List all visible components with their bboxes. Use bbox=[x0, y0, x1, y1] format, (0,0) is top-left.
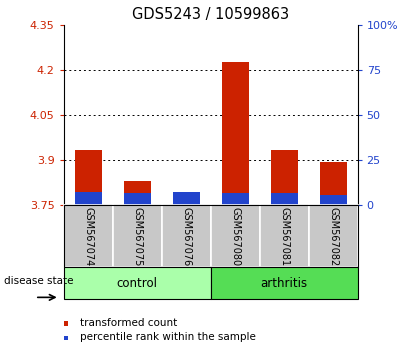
Bar bbox=[309, 205, 358, 267]
Text: transformed count: transformed count bbox=[80, 318, 178, 328]
Bar bbox=[320, 195, 346, 205]
Text: GSM567080: GSM567080 bbox=[230, 207, 240, 266]
Bar bbox=[270, 150, 298, 205]
Bar bbox=[270, 193, 298, 205]
Bar bbox=[75, 192, 102, 205]
Bar bbox=[211, 205, 260, 267]
Bar bbox=[320, 162, 346, 205]
Bar bbox=[64, 205, 113, 267]
Text: GSM567074: GSM567074 bbox=[83, 207, 93, 266]
Bar bbox=[124, 193, 151, 205]
Bar bbox=[64, 336, 68, 340]
Text: GSM567082: GSM567082 bbox=[328, 207, 338, 266]
Bar bbox=[211, 267, 358, 299]
Text: disease state: disease state bbox=[4, 276, 74, 286]
Text: GSM567075: GSM567075 bbox=[132, 207, 142, 266]
Bar bbox=[260, 205, 309, 267]
Text: control: control bbox=[117, 277, 158, 290]
Bar bbox=[222, 62, 249, 205]
Bar bbox=[173, 199, 200, 205]
Bar bbox=[173, 192, 200, 205]
Text: arthritis: arthritis bbox=[261, 277, 308, 290]
Title: GDS5243 / 10599863: GDS5243 / 10599863 bbox=[132, 7, 289, 22]
Text: GSM567081: GSM567081 bbox=[279, 207, 289, 266]
Bar bbox=[64, 321, 68, 326]
Text: percentile rank within the sample: percentile rank within the sample bbox=[80, 332, 256, 342]
Text: GSM567076: GSM567076 bbox=[181, 207, 191, 266]
Bar bbox=[124, 181, 151, 205]
Bar bbox=[64, 267, 210, 299]
Bar bbox=[113, 205, 162, 267]
Bar bbox=[222, 193, 249, 205]
Bar bbox=[162, 205, 211, 267]
Bar bbox=[75, 150, 102, 205]
